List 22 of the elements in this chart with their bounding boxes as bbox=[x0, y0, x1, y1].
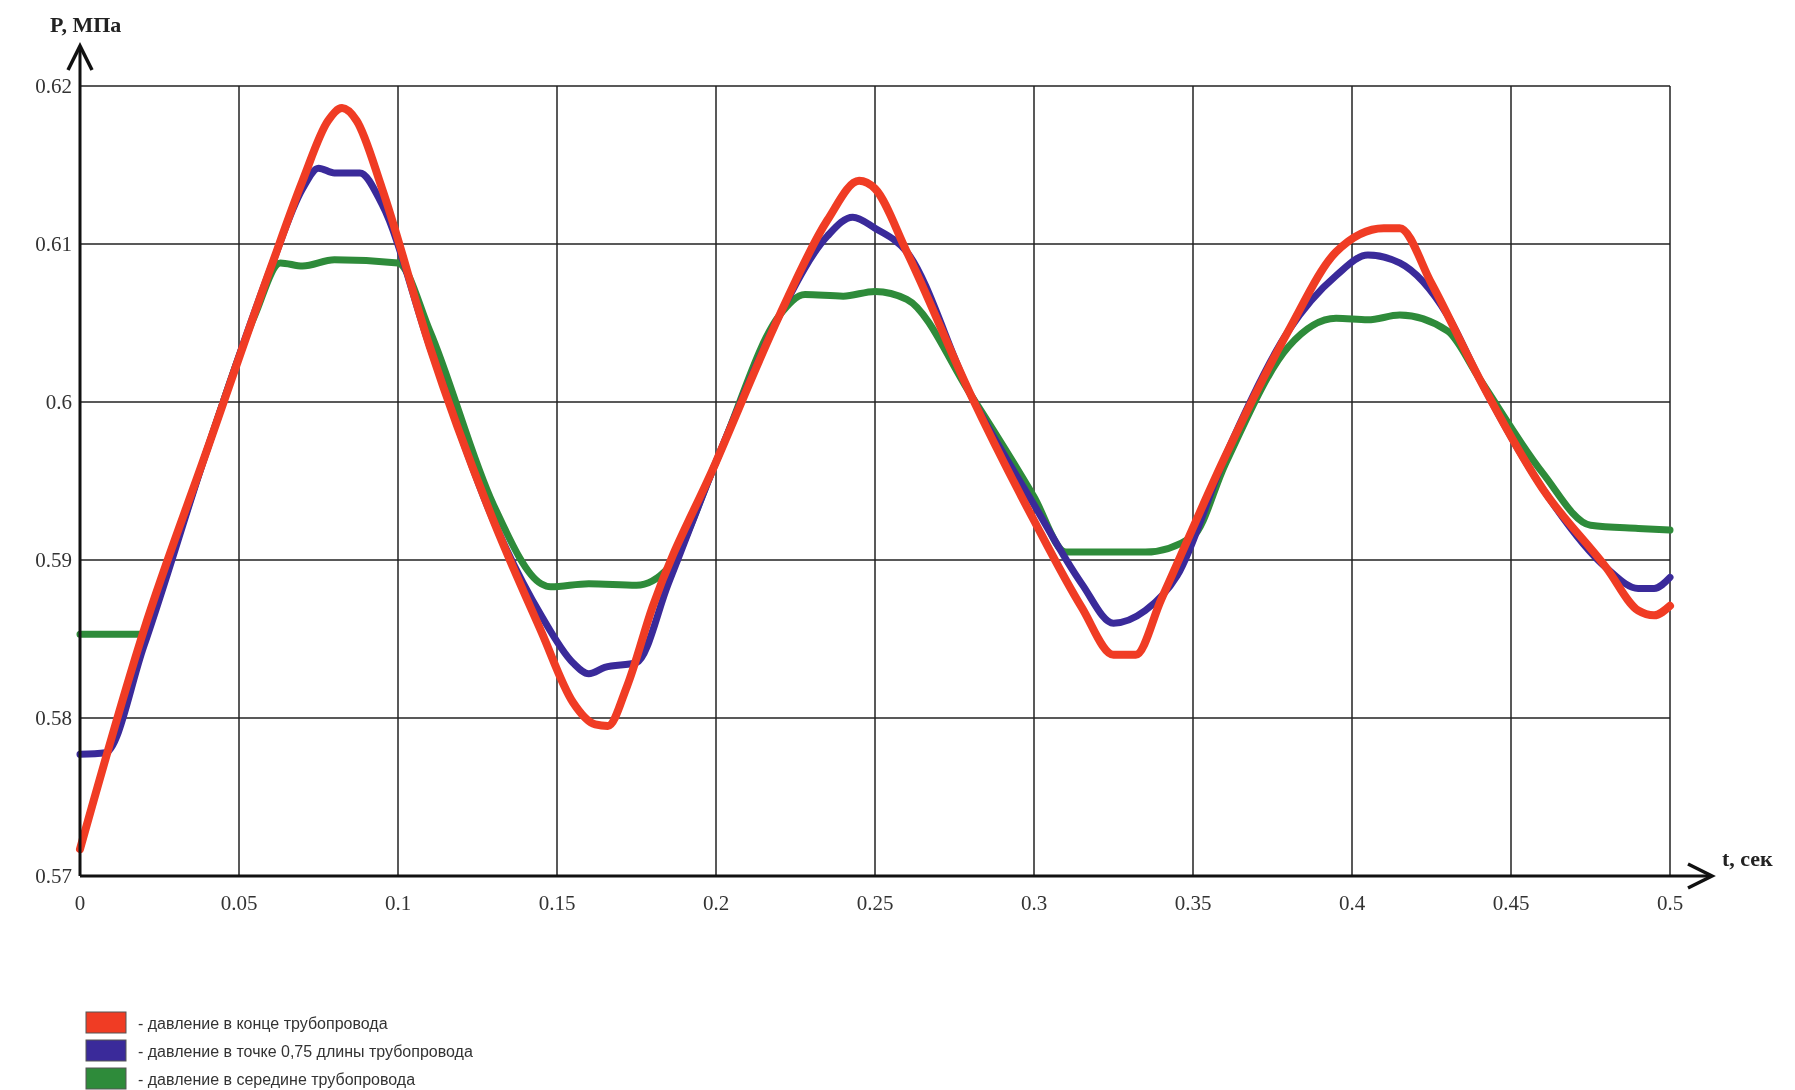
legend-label: - давление в конце трубопровода bbox=[138, 1015, 388, 1032]
x-tick-label: 0.15 bbox=[538, 891, 576, 915]
x-tick-label: 0.45 bbox=[1492, 891, 1530, 915]
y-tick-label: 0.57 bbox=[35, 864, 72, 888]
y-axis-title: P, МПа bbox=[50, 12, 122, 37]
y-tick-label: 0.62 bbox=[35, 74, 72, 98]
x-tick-label: 0.05 bbox=[220, 891, 258, 915]
legend-label: - давление в середине трубопровода bbox=[138, 1071, 416, 1088]
x-tick-label: 0.2 bbox=[702, 891, 730, 915]
x-axis-title: t, сек bbox=[1722, 846, 1774, 871]
x-tick-label: 0.5 bbox=[1656, 891, 1684, 915]
x-tick-label: 0.3 bbox=[1020, 891, 1048, 915]
legend-label: - давление в точке 0,75 длины трубопровода bbox=[138, 1043, 473, 1060]
x-tick-label: 0.1 bbox=[384, 891, 412, 915]
y-tick-label: 0.6 bbox=[45, 390, 72, 414]
x-tick-label: 0 bbox=[74, 891, 86, 915]
y-tick-label: 0.58 bbox=[35, 706, 72, 730]
x-tick-label: 0.35 bbox=[1174, 891, 1212, 915]
x-tick-label: 0.25 bbox=[856, 891, 894, 915]
x-tick-label: 0.4 bbox=[1338, 891, 1366, 915]
y-tick-label: 0.59 bbox=[35, 548, 72, 572]
y-tick-label: 0.61 bbox=[35, 232, 72, 256]
